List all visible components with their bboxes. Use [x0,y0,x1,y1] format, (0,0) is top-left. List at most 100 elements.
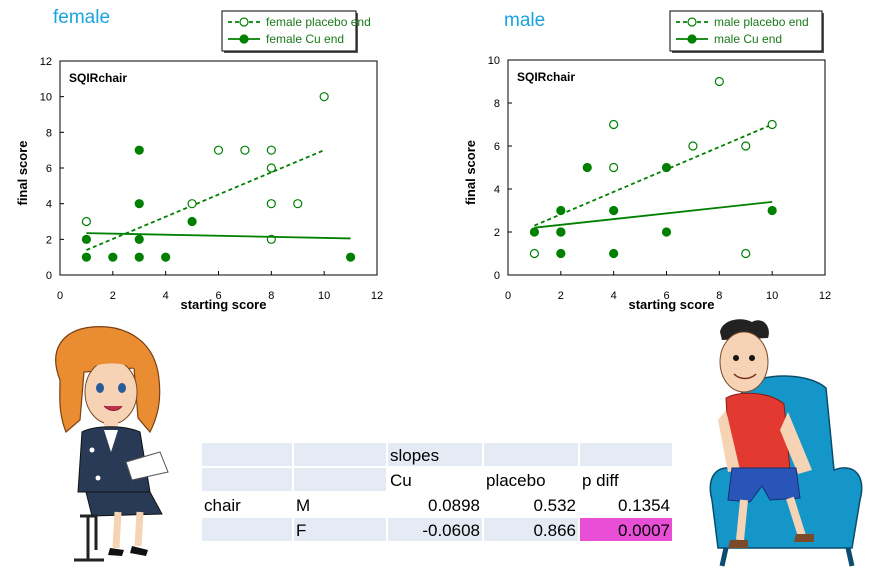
data-point [81,234,92,244]
legend-box [669,10,823,52]
y-tick-label: 8 [46,127,52,139]
chart-inner-title: SQIRchair [69,71,127,85]
table-row: chair M 0.0898 0.532 0.1354 [202,493,672,516]
data-point [213,145,224,155]
y-tick-label: 8 [494,98,500,110]
y-axis-label: final score [15,140,30,205]
data-point [134,145,144,155]
data-point [582,162,592,173]
data-point [240,145,250,155]
x-tick-label: 4 [611,290,617,302]
legend-entry: female Cu end [266,32,344,46]
y-tick-label: 4 [494,184,500,196]
table-header-row-top: slopes [202,443,672,466]
data-point [741,248,751,259]
table-cell: 0.532 [533,496,576,515]
x-tick-label: 8 [268,290,274,302]
data-point [609,205,619,216]
y-tick-label: 10 [40,92,52,104]
data-point [529,248,540,259]
slopes-header: slopes [388,443,482,466]
data-point [609,162,619,173]
y-tick-label: 2 [46,234,52,246]
female-plot-frame [59,60,378,276]
data-point [767,119,777,130]
data-point [661,227,672,237]
legend-marker [239,17,249,27]
y-tick-label: 2 [494,227,500,239]
data-point [266,199,276,209]
legend-entry: male Cu end [714,32,782,46]
table-cell: F [294,518,386,541]
x-tick-label: 4 [163,290,169,302]
y-axis-label: final score [463,140,478,205]
data-point [134,234,144,244]
series-fit-line [534,123,773,227]
x-tick-label: 0 [505,290,511,302]
table-cell [202,518,292,541]
table-cell [484,443,578,466]
data-point [161,252,171,262]
table-cell: 0.0898 [428,496,480,515]
table-row: F -0.0608 0.866 0.0007 [202,518,672,541]
x-axis-label: starting score [629,297,715,312]
table-cell: 0.866 [484,518,578,541]
p-diff-highlight-cell: 0.0007 [580,518,672,541]
p-diff-header: p diff [582,471,619,490]
x-tick-label: 12 [819,290,831,302]
data-point [609,248,619,259]
table-cell [294,468,386,491]
table-cell: -0.0608 [388,518,482,541]
data-point [345,252,356,262]
data-point [714,76,724,87]
y-tick-label: 6 [46,163,52,175]
table-cell: M [296,496,311,515]
legend-entry: male placebo end [714,15,809,29]
y-tick-label: 6 [494,141,500,153]
data-point [556,248,566,259]
data-point [293,199,303,209]
data-point [81,252,92,262]
data-point [81,216,92,227]
series-fit-line [534,201,773,229]
female-chart: 0 2 4 6 8 10 12 0 2 4 6 8 10 12 starting score final sc… [15,10,383,312]
data-point [767,205,777,216]
x-tick-label: 6 [663,290,669,302]
male-panel-title: male [504,10,546,31]
slopes-table: slopes Cu placebo p diff chair M 0.0898 … [200,441,674,543]
x-tick-label: 12 [371,290,383,302]
data-point [266,145,276,155]
x-tick-label: 0 [57,290,63,302]
x-tick-label: 10 [766,290,778,302]
y-tick-label: 10 [488,55,500,67]
x-tick-label: 10 [318,290,330,302]
data-point [688,141,698,151]
legend-marker [239,34,249,44]
table-cell [294,443,386,466]
data-point [661,162,672,173]
x-tick-label: 2 [558,290,564,302]
y-tick-label: 4 [46,199,52,211]
legend-marker [687,17,697,27]
x-axis-label: starting score [181,297,267,312]
series-fit-line [86,232,351,240]
y-tick-label: 12 [40,56,52,68]
data-point [187,199,197,209]
male-chart: 0 2 4 6 8 10 12 0 2 4 6 8 10 starting score final scor… [463,10,831,312]
data-point [108,252,118,262]
data-point [741,141,751,151]
legend-entry: female placebo end [266,15,371,29]
chart-inner-title: SQIRchair [517,70,575,84]
table-cell [202,443,292,466]
table-cell [202,468,292,491]
data-point [187,216,197,227]
female-panel-title: female [53,7,111,28]
legend: male placebo end male Cu end [669,10,824,53]
table-cell: chair [204,496,241,515]
data-point [556,205,566,216]
x-tick-label: 2 [110,290,116,302]
cu-header: Cu [390,471,412,490]
data-point [529,227,540,237]
placebo-header: placebo [486,471,546,490]
